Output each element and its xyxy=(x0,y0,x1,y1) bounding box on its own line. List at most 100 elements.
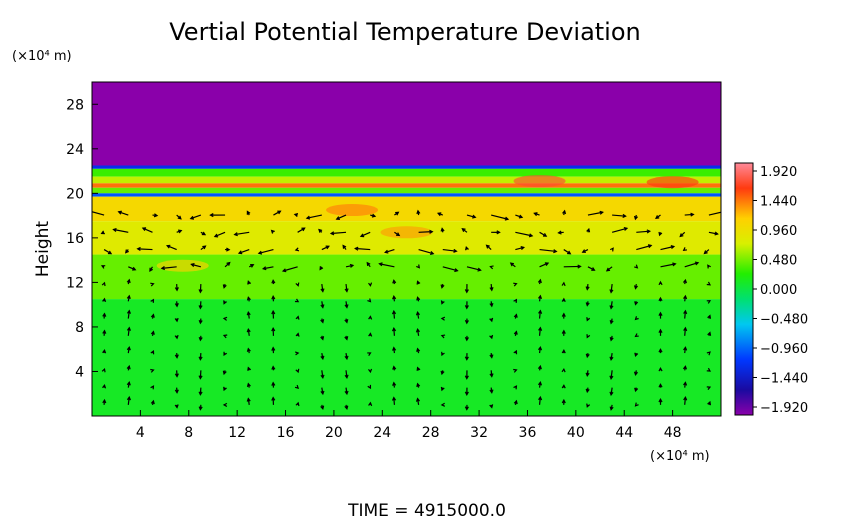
wind-vector xyxy=(392,279,397,285)
heat-band-1 xyxy=(92,165,721,169)
wind-vector xyxy=(160,266,177,271)
y-tick-label: 16 xyxy=(66,231,84,247)
colorbar-tick-label: −0.960 xyxy=(760,342,808,357)
wind-vector xyxy=(509,262,516,268)
wind-vector xyxy=(150,399,155,406)
x-tick-label: 4 xyxy=(136,425,145,441)
wind-vector xyxy=(561,384,566,389)
wind-vector xyxy=(198,301,203,310)
colorbar-tick-label: −0.480 xyxy=(760,313,808,328)
wind-vector xyxy=(609,301,614,310)
wind-vector xyxy=(370,213,377,218)
wind-vector xyxy=(683,326,688,336)
wind-vector xyxy=(612,213,627,219)
wind-vector xyxy=(136,246,153,252)
wind-vector xyxy=(102,398,107,405)
wind-vector xyxy=(320,387,325,396)
wind-vector xyxy=(345,263,355,268)
wind-vector xyxy=(707,314,712,319)
colorbar-ticks: 1.920 1.440 0.960 0.480 0.000 −0.480 −0.960 −1.… xyxy=(753,165,808,416)
wind-vector xyxy=(708,231,719,236)
colorbar-tick-label: 0.000 xyxy=(760,283,797,298)
wind-vector xyxy=(464,353,469,361)
wind-vector xyxy=(367,384,372,390)
wind-vector xyxy=(609,387,614,397)
wind-vector xyxy=(609,404,614,411)
wind-vector xyxy=(102,297,107,303)
wind-vector xyxy=(103,249,113,255)
wind-vector xyxy=(537,294,543,302)
wind-vector xyxy=(707,331,712,337)
wind-vector xyxy=(198,387,203,396)
wind-vector xyxy=(209,213,226,218)
wind-vector xyxy=(391,326,397,336)
wind-vector xyxy=(329,231,347,236)
wind-vector xyxy=(585,387,590,394)
wind-vector xyxy=(464,335,469,342)
wind-vector xyxy=(126,326,132,336)
wind-vector xyxy=(174,301,179,308)
colorbar-tick-label: 0.960 xyxy=(760,224,797,239)
x-tick-label: 48 xyxy=(664,425,682,441)
wind-vector xyxy=(633,214,638,221)
wind-vector xyxy=(683,294,688,302)
wind-vector xyxy=(586,334,591,339)
x-tick-label: 16 xyxy=(277,425,295,441)
wind-vector xyxy=(92,209,105,216)
wind-vector xyxy=(150,368,155,373)
wind-vector xyxy=(246,210,251,216)
wind-vector xyxy=(513,298,518,303)
wind-vector xyxy=(126,395,131,405)
wind-vector xyxy=(464,284,469,294)
wind-vector xyxy=(539,248,558,254)
wind-vector xyxy=(436,212,444,217)
wind-vector xyxy=(368,315,373,320)
wind-vector xyxy=(294,351,300,356)
wind-vector xyxy=(684,261,700,268)
wind-vector xyxy=(368,368,373,374)
wind-vector xyxy=(658,348,663,354)
heat-band-7 xyxy=(92,196,721,222)
wind-vector xyxy=(660,262,677,268)
wind-vector xyxy=(384,248,395,254)
wind-vector xyxy=(102,384,107,389)
y-tick-label: 4 xyxy=(75,364,84,380)
wind-vector xyxy=(198,335,203,342)
wind-vector xyxy=(440,300,445,305)
wind-vector xyxy=(222,334,228,339)
wind-vector xyxy=(703,249,710,255)
wind-vector xyxy=(708,211,721,216)
x-tick-label: 20 xyxy=(325,425,343,441)
wind-vector xyxy=(295,332,300,337)
wind-vector xyxy=(394,231,401,237)
wind-vector xyxy=(293,212,299,217)
wind-vector xyxy=(189,214,202,220)
wind-vector xyxy=(320,335,325,341)
wind-vector xyxy=(658,311,663,319)
wind-vector xyxy=(233,231,250,237)
wind-vector xyxy=(660,245,676,251)
wind-vector xyxy=(150,313,155,319)
wind-vector xyxy=(101,281,106,287)
wind-vector xyxy=(378,262,395,268)
heat-band-6 xyxy=(92,193,721,197)
wind-vector xyxy=(587,210,604,216)
wind-vector xyxy=(465,245,469,251)
wind-vector xyxy=(609,247,614,252)
wind-vector xyxy=(100,265,106,269)
wind-vector xyxy=(100,230,105,235)
wind-vector xyxy=(489,387,494,394)
wind-vector xyxy=(557,230,564,235)
wind-vector xyxy=(174,284,179,292)
wind-vector xyxy=(149,266,154,273)
wind-vector xyxy=(174,387,179,394)
wind-vector xyxy=(466,214,477,219)
wind-vector xyxy=(271,396,276,405)
y-tick-label: 20 xyxy=(66,186,84,202)
wind-vector xyxy=(562,209,567,216)
wind-vector xyxy=(415,328,420,336)
wind-vector xyxy=(102,329,107,336)
wind-vector xyxy=(150,282,155,287)
wind-vector xyxy=(537,381,543,388)
